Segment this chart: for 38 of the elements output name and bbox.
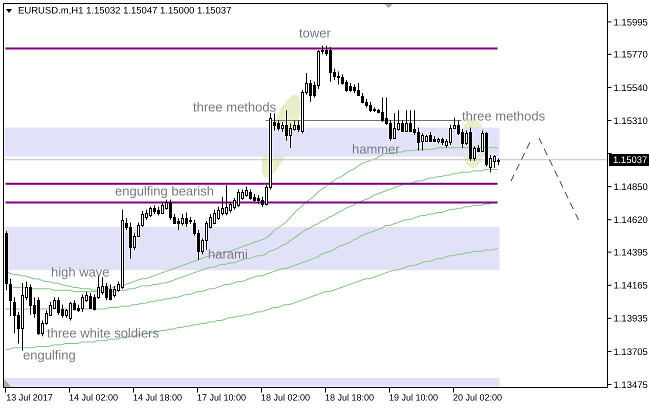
candlestick: [309, 80, 312, 102]
ref-line-label: 1.15037: [613, 155, 648, 166]
annotation: harami: [208, 246, 248, 262]
y-tick-label: 1.15770: [614, 50, 648, 61]
y-tick-label: 1.14165: [614, 280, 648, 292]
candlestick: [417, 127, 420, 152]
y-tick-label: 1.13705: [614, 346, 648, 358]
line-series: [5, 248, 498, 350]
annotation: engulfing bearish: [115, 184, 214, 198]
candlestick: [285, 110, 288, 142]
y-tick-label: 1.15310: [614, 116, 648, 127]
annotation: three methods: [193, 100, 277, 114]
annotation: hammer: [352, 142, 400, 156]
x-tick-label: 18 Jul 18:00: [324, 392, 374, 402]
x-tick-label: 14 Jul 02:00: [68, 392, 118, 402]
annotation: tower: [299, 26, 332, 40]
annotation: three methods: [462, 108, 546, 124]
x-tick-label: 19 Jul 10:00: [388, 392, 438, 402]
candlestick: [13, 296, 16, 334]
x-tick-label: 18 Jul 02:00: [260, 392, 310, 402]
y-tick-label: 1.15540: [614, 82, 648, 94]
y-tick-label: 1.14620: [614, 215, 648, 226]
y-tick-label: 1.13935: [614, 314, 648, 325]
x-tick-label: 13 Jul 2017: [6, 392, 53, 402]
candlestick: [9, 278, 12, 317]
x-tick-label: 17 Jul 10:00: [196, 392, 246, 402]
annotation: engulfing: [23, 348, 76, 362]
candlestick: [337, 71, 340, 85]
candlestick: [21, 282, 24, 352]
y-tick-label: 1.14395: [614, 247, 648, 258]
y-tick-label: 1.14850: [614, 182, 648, 194]
x-tick-label: 20 Jul 02:00: [452, 392, 502, 402]
y-tick-label: 1.15995: [614, 17, 648, 28]
x-tick-label: 14 Jul 18:00: [132, 392, 182, 402]
chart-title: EURUSD.m,H1 1.15032 1.15047 1.15000 1.15037: [18, 6, 232, 16]
annotation: high wave: [51, 264, 110, 280]
candlestick: [129, 222, 132, 260]
y-tick-label: 1.13475: [614, 380, 648, 391]
